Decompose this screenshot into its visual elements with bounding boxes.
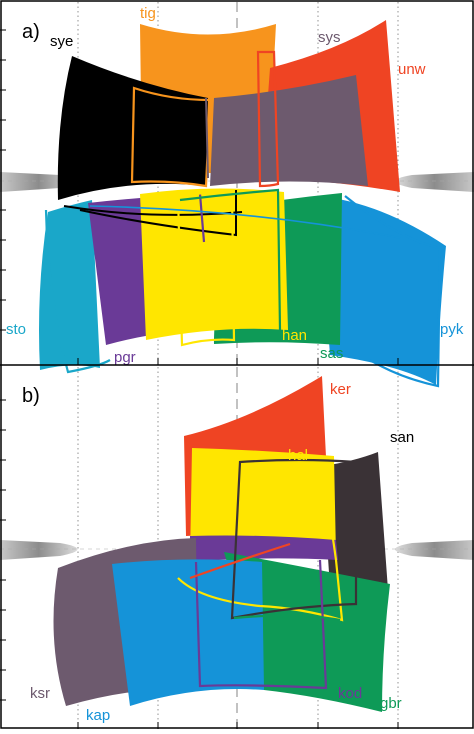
region-fill-sys [210, 75, 368, 186]
region-outline-pyk-2 [89, 205, 401, 239]
region-fill-pyk [318, 196, 446, 385]
panel-b-left-lens [0, 540, 78, 560]
region-outline-han [176, 190, 236, 347]
region-label-hal: hal [288, 447, 308, 464]
region-label-ksr: ksr [30, 685, 50, 702]
region-label-pyk: pyk [440, 321, 464, 338]
panel-b-label: b) [22, 385, 40, 407]
region-label-kap: kap [86, 707, 110, 724]
panel-a-label: a) [22, 21, 40, 43]
region-fill-hal [190, 448, 336, 560]
region-outline-ker [189, 542, 291, 580]
region-outline-san [230, 458, 358, 620]
region-outline-tig [130, 86, 212, 188]
region-outline-sys [205, 97, 209, 179]
region-outline-pgr [198, 193, 206, 243]
region-outline-unw [256, 50, 280, 188]
panel-a-right-lens [395, 172, 474, 192]
region-outline-hal [177, 479, 344, 622]
region-fill-gbr [224, 552, 390, 712]
panel-a: a) sye tig sys unw sto pgr han sas pyk [0, 2, 474, 388]
region-label-tig: tig [140, 5, 156, 22]
region-label-sye: sye [50, 33, 73, 50]
region-label-sas: sas [320, 345, 343, 362]
panel-b-outlines [177, 458, 358, 690]
region-outline-sas [179, 188, 282, 331]
region-label-unw: unw [398, 61, 426, 78]
region-label-san: san [390, 429, 414, 446]
region-outline-sye-2 [79, 190, 237, 237]
region-label-han: han [282, 327, 307, 344]
region-label-sto: sto [6, 321, 26, 338]
region-label-kod: kod [338, 685, 362, 702]
region-outline-pyk [344, 195, 442, 388]
bottom-ticks [77, 358, 399, 729]
region-label-ker: ker [330, 381, 351, 398]
region-outline-kod [194, 559, 328, 690]
panel-a-outlines [44, 50, 442, 388]
panel-b: b) ker san hal ksr kap kod gbr [0, 367, 474, 729]
region-label-sys: sys [318, 29, 341, 46]
panel-b-right-lens [395, 540, 474, 560]
region-fill-purple-band [190, 535, 338, 562]
region-fill-kap [112, 559, 264, 706]
region-fill-sto [39, 200, 100, 370]
region-outline-gbr [233, 614, 341, 622]
region-label-pgr: pgr [114, 349, 136, 366]
left-ticks [0, 29, 6, 701]
region-label-gbr: gbr [380, 695, 402, 712]
region-fill-han [140, 188, 288, 340]
